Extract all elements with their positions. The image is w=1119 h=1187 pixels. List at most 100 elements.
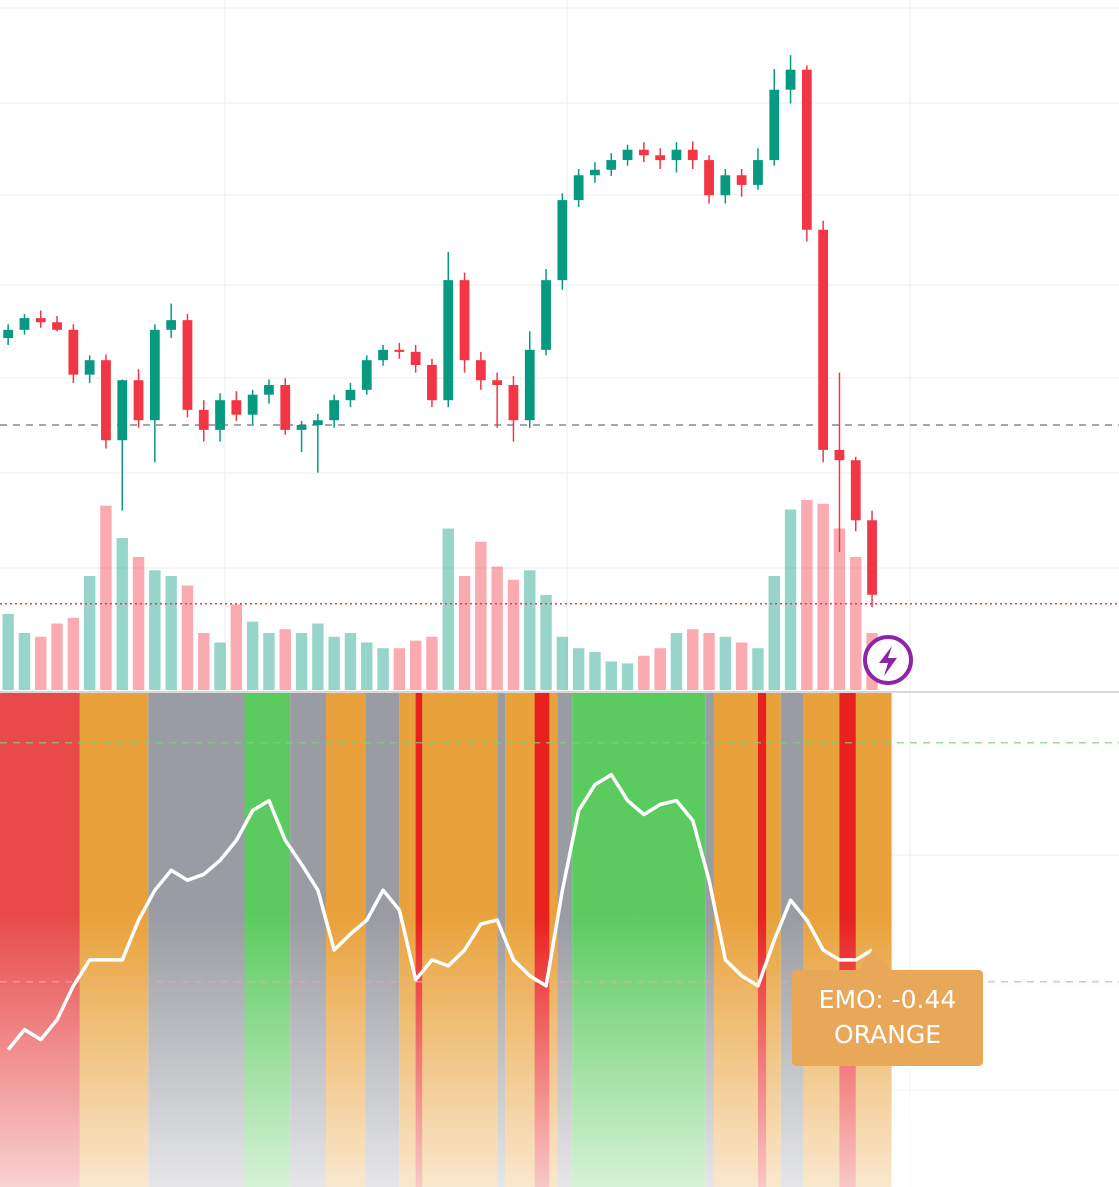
candle-body bbox=[671, 149, 682, 161]
candle-body bbox=[736, 175, 747, 185]
tooltip-box bbox=[792, 969, 983, 1066]
volume-bar bbox=[100, 505, 112, 690]
volume-bar bbox=[361, 642, 373, 690]
volume-bar bbox=[83, 576, 96, 690]
candle-body bbox=[753, 160, 763, 185]
candle-body bbox=[541, 280, 551, 350]
tooltip: EMO: -0.44 ORANGE bbox=[792, 949, 983, 1066]
volume-bar bbox=[393, 648, 406, 690]
volume-bar bbox=[246, 621, 259, 690]
volume-bar bbox=[768, 576, 780, 690]
volume-bar bbox=[409, 640, 422, 690]
volume-bar bbox=[328, 636, 340, 690]
fade-overlay bbox=[0, 693, 1119, 1187]
volume-bar bbox=[670, 633, 683, 690]
candle-body bbox=[508, 385, 519, 421]
volume-bar bbox=[491, 566, 503, 690]
candle-body bbox=[68, 329, 79, 375]
candle-body bbox=[280, 385, 291, 430]
candle-body bbox=[655, 155, 666, 161]
volume-bar bbox=[556, 636, 569, 690]
candle-body bbox=[867, 520, 877, 595]
volume-bar bbox=[833, 528, 846, 690]
volume-bar bbox=[605, 661, 617, 690]
candle-body bbox=[117, 380, 128, 441]
volume-bar bbox=[132, 557, 145, 690]
candle-body bbox=[101, 360, 111, 441]
candle-body bbox=[378, 349, 388, 361]
candle-body bbox=[443, 280, 454, 401]
volume-bar bbox=[784, 509, 797, 690]
candle-body bbox=[801, 69, 812, 230]
tooltip-pointer bbox=[858, 949, 895, 972]
volume-bar bbox=[279, 629, 291, 690]
volume-bar bbox=[51, 623, 63, 690]
volume-bar bbox=[442, 528, 454, 690]
candle-body bbox=[606, 160, 617, 170]
volume-bar bbox=[752, 648, 764, 690]
candle-body bbox=[622, 149, 633, 161]
candle-body bbox=[296, 425, 307, 430]
candle-body bbox=[638, 149, 649, 156]
candle-body bbox=[704, 160, 714, 196]
volume-bar bbox=[638, 655, 650, 690]
candle-body bbox=[590, 169, 600, 176]
volume-bar bbox=[458, 576, 471, 690]
volume-bar bbox=[263, 633, 275, 690]
candle-body bbox=[850, 460, 861, 521]
alert-icon[interactable] bbox=[863, 635, 913, 685]
candle-body bbox=[166, 320, 177, 330]
candle-body bbox=[557, 200, 568, 281]
volume-bar bbox=[621, 663, 634, 690]
candle-body bbox=[834, 449, 845, 461]
candle-body bbox=[264, 385, 274, 395]
candle-body bbox=[687, 149, 698, 161]
volume-bar bbox=[214, 642, 226, 690]
candle-body bbox=[19, 318, 30, 330]
volume-bar bbox=[426, 636, 438, 690]
volume-bar bbox=[572, 648, 585, 690]
candle-body bbox=[182, 320, 193, 410]
volume-bar bbox=[198, 633, 210, 690]
volume-bar bbox=[817, 503, 829, 690]
candle-body bbox=[312, 420, 323, 426]
candle-body bbox=[785, 69, 796, 90]
candle-body bbox=[394, 349, 405, 352]
volume-bar bbox=[18, 633, 31, 690]
volume-bar bbox=[344, 633, 357, 690]
candle-body bbox=[247, 394, 258, 415]
candle-body bbox=[459, 280, 470, 361]
tooltip-label: EMO: -0.44 bbox=[819, 985, 957, 1014]
volume-bar bbox=[507, 579, 520, 690]
volume-bar bbox=[703, 633, 715, 690]
candle-body bbox=[52, 322, 62, 330]
volume-bar bbox=[295, 633, 308, 690]
volume-bar bbox=[735, 642, 748, 690]
volume-bar bbox=[540, 595, 552, 690]
candle-body bbox=[524, 349, 535, 421]
volume-bar bbox=[149, 570, 161, 690]
emo-line bbox=[6, 772, 874, 1051]
volume-bar bbox=[589, 652, 601, 690]
volume-bar bbox=[475, 541, 487, 690]
candle-body bbox=[492, 380, 503, 386]
volume-bar bbox=[2, 614, 14, 690]
candle-body bbox=[329, 400, 340, 421]
volume-bar bbox=[67, 617, 80, 690]
candle-body bbox=[720, 175, 731, 196]
volume-bar bbox=[687, 629, 699, 690]
volume-bar bbox=[377, 648, 389, 690]
candle-body bbox=[769, 89, 780, 161]
candle-body bbox=[84, 360, 95, 375]
tooltip-state: ORANGE bbox=[834, 1020, 941, 1049]
candle-body bbox=[231, 400, 242, 415]
candle-body bbox=[818, 229, 829, 450]
volume-bar bbox=[116, 538, 128, 690]
price-pane bbox=[0, 55, 1119, 690]
candle-body bbox=[3, 329, 14, 339]
candle-body bbox=[133, 380, 144, 421]
volume-bar bbox=[35, 636, 47, 690]
candle-body bbox=[361, 360, 372, 390]
candle-body bbox=[215, 400, 225, 430]
